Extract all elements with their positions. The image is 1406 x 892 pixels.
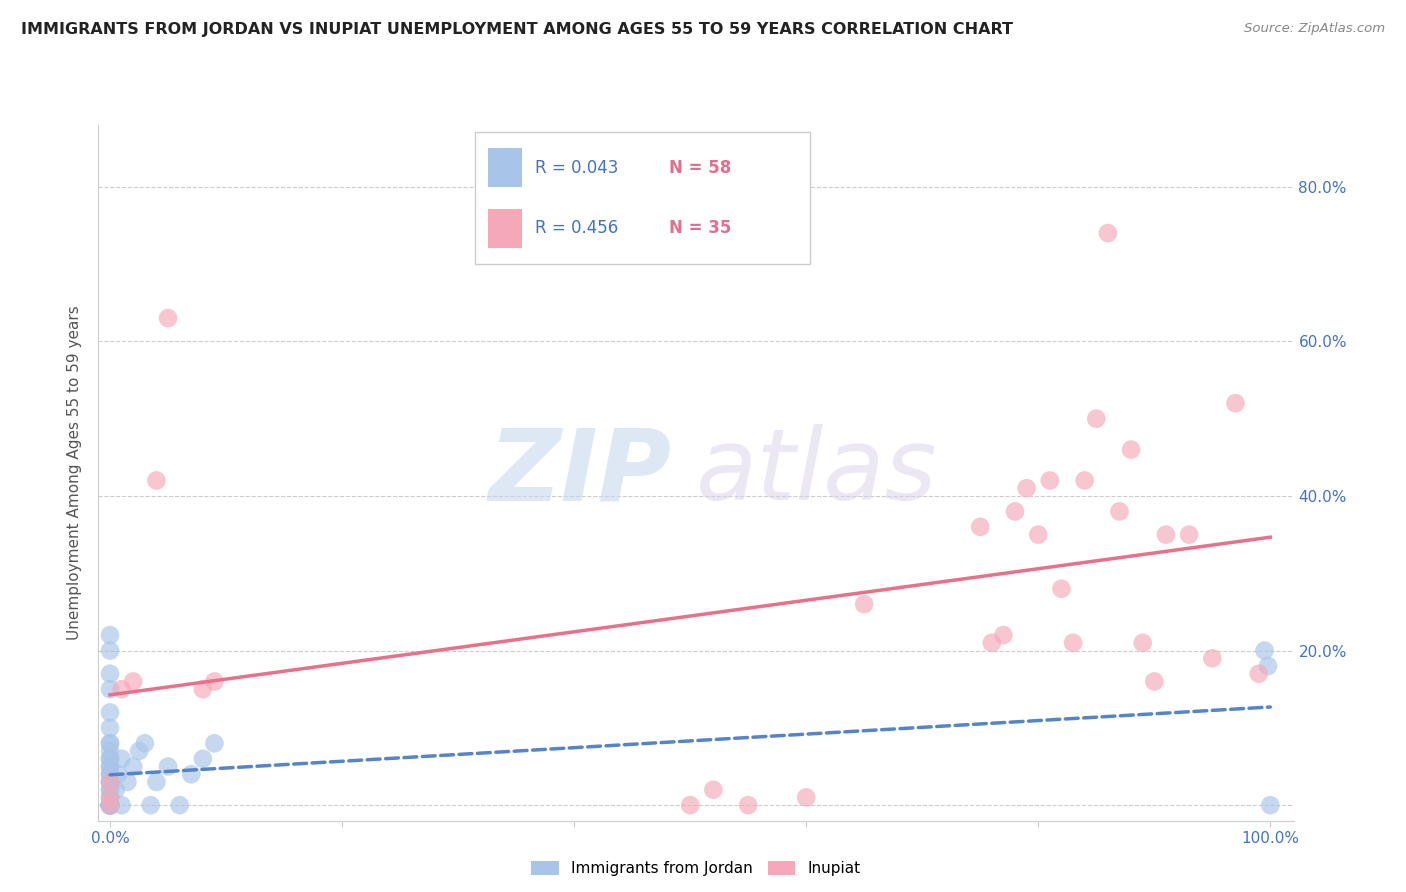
Point: [98, 798, 121, 813]
Text: Source: ZipAtlas.com: Source: ZipAtlas.com: [1244, 22, 1385, 36]
Point: [98, 759, 121, 773]
Point: [145, 775, 167, 789]
Point: [98, 721, 121, 735]
Point: [98, 736, 121, 750]
Point: [98, 798, 121, 813]
Point: [969, 520, 991, 534]
Point: [157, 759, 180, 773]
Point: [98, 790, 121, 805]
Point: [1247, 666, 1270, 681]
Point: [111, 752, 134, 766]
Point: [98, 643, 121, 657]
Point: [98, 798, 121, 813]
Point: [98, 798, 121, 813]
Point: [98, 798, 121, 813]
Point: [679, 798, 702, 813]
Point: [98, 752, 121, 766]
Point: [98, 744, 121, 758]
Y-axis label: Unemployment Among Ages 55 to 59 years: Unemployment Among Ages 55 to 59 years: [67, 305, 83, 640]
Point: [1062, 636, 1084, 650]
Point: [1119, 442, 1142, 457]
Point: [1201, 651, 1223, 665]
Point: [98, 798, 121, 813]
Point: [98, 798, 121, 813]
Point: [98, 798, 121, 813]
Point: [98, 798, 121, 813]
Point: [134, 736, 156, 750]
Point: [98, 798, 121, 813]
Point: [157, 311, 180, 326]
Point: [98, 759, 121, 773]
Point: [191, 682, 214, 697]
Point: [1154, 527, 1177, 541]
Point: [98, 798, 121, 813]
Point: [98, 798, 121, 813]
Point: [1143, 674, 1166, 689]
Point: [1050, 582, 1073, 596]
Point: [98, 782, 121, 797]
Point: [98, 775, 121, 789]
Point: [1225, 396, 1247, 410]
Point: [98, 628, 121, 642]
Point: [98, 798, 121, 813]
Point: [1039, 474, 1062, 488]
Point: [794, 790, 817, 805]
Text: IMMIGRANTS FROM JORDAN VS INUPIAT UNEMPLOYMENT AMONG AGES 55 TO 59 YEARS CORRELA: IMMIGRANTS FROM JORDAN VS INUPIAT UNEMPL…: [21, 22, 1014, 37]
Point: [111, 798, 134, 813]
Point: [1178, 527, 1201, 541]
Point: [98, 767, 121, 781]
Point: [98, 798, 121, 813]
Point: [1026, 527, 1049, 541]
Point: [1108, 504, 1130, 518]
Point: [98, 798, 121, 813]
Point: [1258, 798, 1281, 813]
Point: [180, 767, 202, 781]
Point: [169, 798, 191, 813]
Legend: Immigrants from Jordan, Inupiat: Immigrants from Jordan, Inupiat: [524, 855, 868, 882]
Point: [702, 782, 724, 797]
Point: [204, 674, 226, 689]
Point: [98, 798, 121, 813]
Point: [98, 798, 121, 813]
Point: [98, 775, 121, 789]
Point: [98, 775, 121, 789]
Point: [1015, 481, 1038, 495]
Point: [204, 736, 226, 750]
Point: [980, 636, 1002, 650]
Point: [117, 775, 139, 789]
Point: [98, 736, 121, 750]
Point: [122, 759, 145, 773]
Point: [98, 798, 121, 813]
Point: [139, 798, 162, 813]
Point: [98, 682, 121, 697]
Point: [737, 798, 759, 813]
Text: atlas: atlas: [696, 425, 938, 521]
Point: [128, 744, 150, 758]
Point: [98, 790, 121, 805]
Text: ZIP: ZIP: [489, 425, 672, 521]
Point: [1004, 504, 1026, 518]
Point: [98, 798, 121, 813]
Point: [98, 767, 121, 781]
Point: [104, 782, 127, 797]
Point: [111, 682, 134, 697]
Point: [1253, 643, 1275, 657]
Point: [1097, 226, 1119, 240]
Point: [98, 666, 121, 681]
Point: [1073, 474, 1095, 488]
Point: [98, 752, 121, 766]
Point: [1257, 659, 1279, 673]
Point: [98, 706, 121, 720]
Point: [98, 782, 121, 797]
Point: [993, 628, 1015, 642]
Point: [1085, 411, 1108, 425]
Point: [191, 752, 214, 766]
Point: [853, 597, 876, 611]
Point: [98, 798, 121, 813]
Point: [1132, 636, 1154, 650]
Point: [98, 798, 121, 813]
Point: [122, 674, 145, 689]
Point: [145, 474, 167, 488]
Point: [107, 767, 129, 781]
